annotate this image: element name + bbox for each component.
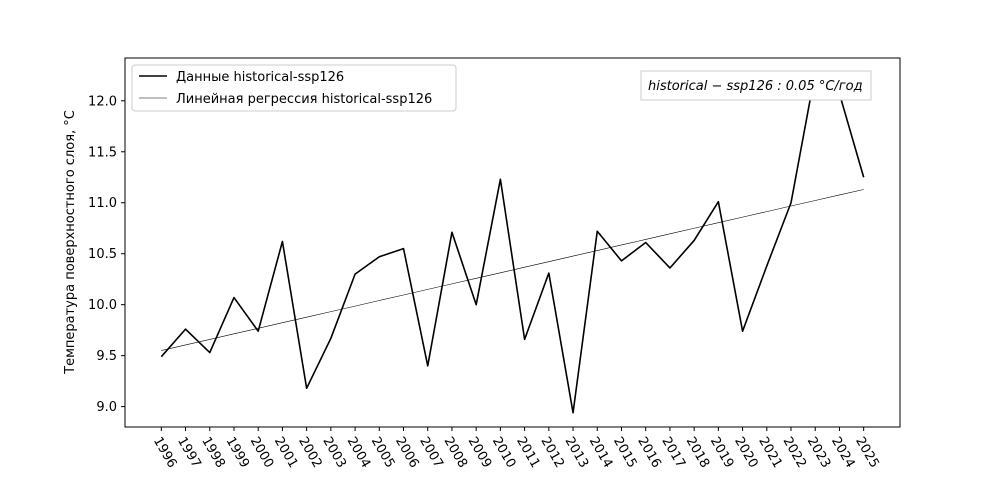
annotation-text: historical − ssp126 : 0.05 °C/год — [648, 79, 863, 94]
y-tick-label: 11.5 — [88, 145, 117, 160]
y-axis-label: Температура поверхностного слоя, °C — [63, 110, 78, 375]
x-tick-label: 1999 — [223, 435, 253, 471]
regression-line — [161, 189, 864, 351]
x-tick-label: 2022 — [780, 435, 810, 471]
y-tick-label: 11.0 — [88, 196, 117, 211]
x-tick-label: 2012 — [537, 435, 567, 471]
x-tick-label: 2024 — [828, 435, 858, 471]
x-tick-label: 2018 — [683, 435, 713, 471]
x-tick-label: 1997 — [174, 435, 204, 471]
x-tick-label: 2023 — [804, 435, 834, 471]
legend-label-data: Данные historical-ssp126 — [176, 70, 344, 85]
legend-label-regression: Линейная регрессия historical-ssp126 — [176, 92, 432, 107]
x-tick-label: 2006 — [392, 435, 422, 471]
plot-area-frame — [124, 57, 901, 428]
x-tick-label: 2000 — [247, 435, 277, 471]
x-tick-label: 2007 — [416, 435, 446, 471]
x-tick-label: 2003 — [319, 435, 349, 471]
y-tick-label: 12.0 — [88, 94, 117, 109]
x-tick-label: 2017 — [658, 435, 688, 471]
x-tick-label: 1996 — [150, 435, 180, 471]
x-tick-label: 2015 — [610, 435, 640, 471]
x-tick-label: 2001 — [271, 435, 301, 471]
y-tick-label: 9.0 — [96, 400, 117, 415]
x-tick-label: 2021 — [755, 435, 785, 471]
legend-box — [131, 64, 457, 112]
x-tick-label: 2011 — [513, 435, 543, 471]
x-tick-label: 2004 — [344, 435, 374, 471]
x-tick-label: 2013 — [562, 435, 592, 471]
x-tick-label: 2009 — [465, 435, 495, 471]
x-tick-label: 2010 — [489, 435, 519, 471]
x-tick-label: 2025 — [852, 435, 882, 471]
x-tick-label: 2008 — [440, 435, 470, 471]
legend: Данные historical-ssp126 Линейная регрес… — [131, 64, 457, 112]
x-tick-label: 2005 — [368, 435, 398, 471]
y-tick-label: 9.5 — [96, 349, 117, 364]
x-tick-label: 2002 — [295, 435, 325, 471]
x-tick-label: 2014 — [586, 435, 616, 471]
y-tick-label: 10.0 — [88, 298, 117, 313]
trend-annotation: historical − ssp126 : 0.05 °C/год — [640, 70, 872, 101]
x-tick-label: 2020 — [731, 435, 761, 471]
y-tick-label: 10.5 — [88, 247, 117, 262]
annotation-box — [640, 70, 872, 101]
data-series-line — [160, 71, 865, 414]
x-tick-label: 2016 — [634, 435, 664, 471]
x-tick-label: 2019 — [707, 435, 737, 471]
x-tick-label: 1998 — [198, 435, 228, 471]
